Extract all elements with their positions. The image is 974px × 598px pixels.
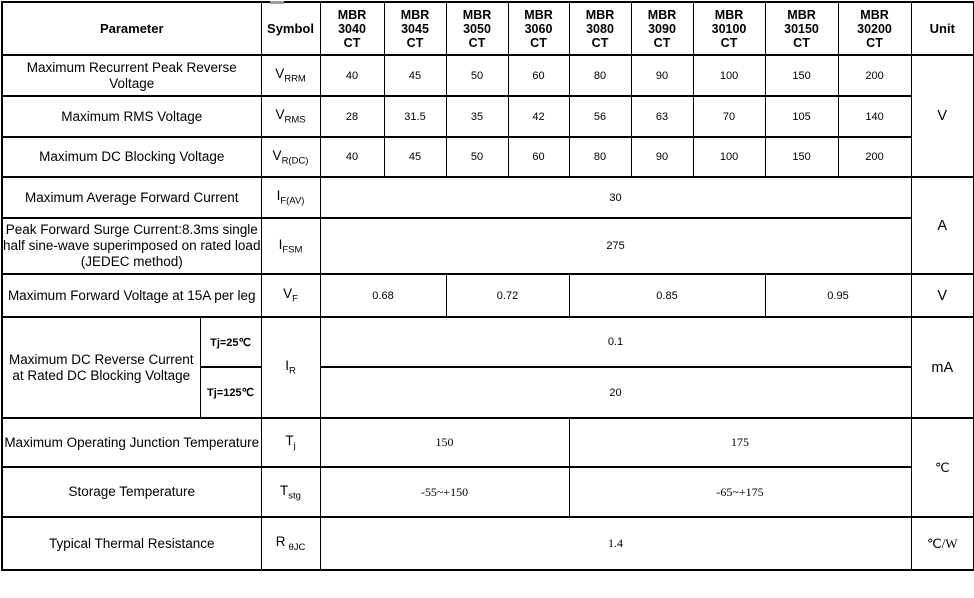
device-column-header-mbr30200ct: MBR 30200 CT [837, 1, 912, 56]
vrms-value-3060: 42 [507, 95, 570, 138]
vrms-value-3040: 28 [319, 95, 385, 138]
device-column-header-mbr3090ct: MBR 3090 CT [630, 1, 694, 56]
unit-milliampere: mA [910, 316, 974, 419]
row-vrms: Maximum RMS Voltage VRMS 28 31.5 35 42 5… [1, 95, 974, 138]
ifav-value-all: 30 [319, 176, 912, 219]
tj-value-3040-3060: 150 [319, 417, 570, 468]
unit-column-header: Unit [910, 1, 974, 56]
vrrm-value-3045: 45 [383, 54, 447, 97]
symbol-ifsm: IFSM [260, 217, 321, 275]
vf-value-30150-30200: 0.95 [764, 273, 912, 318]
vrms-value-3045: 31.5 [383, 95, 447, 138]
symbol-vrms: VRMS [260, 95, 321, 138]
symbol-column-header: Symbol [260, 1, 321, 56]
row-tstg: Storage Temperature Tstg -55~+150 -65~+1… [1, 466, 974, 518]
symbol-vrdc: VR(DC) [260, 136, 321, 178]
vrdc-value-30100: 100 [692, 136, 766, 178]
symbol-vf: VF [260, 273, 321, 318]
symbol-tj: Tj [260, 417, 321, 468]
symbol-ifav: IF(AV) [260, 176, 321, 219]
vrdc-value-3060: 60 [507, 136, 570, 178]
unit-celsius: ℃ [910, 417, 974, 518]
vrrm-value-30100: 100 [692, 54, 766, 97]
param-label-ifsm: Peak Forward Surge Current:8.3ms single … [1, 217, 262, 275]
row-ir-25c: Maximum DC Reverse Current at Rated DC B… [1, 316, 974, 419]
table-header-row: Parameter Symbol MBR 3040 CT MBR 3045 CT… [1, 1, 974, 56]
vrdc-value-3040: 40 [319, 136, 385, 178]
tstg-value-3040-3060: -55~+150 [319, 466, 570, 518]
unit-voltage: V [910, 54, 974, 178]
vrrm-value-3040: 40 [319, 54, 385, 97]
device-column-header-mbr30100ct: MBR 30100 CT [692, 1, 766, 56]
vrrm-value-30150: 150 [764, 54, 839, 97]
row-vf: Maximum Forward Voltage at 15A per leg V… [1, 273, 974, 318]
device-column-header-mbr3050ct: MBR 3050 CT [445, 1, 509, 56]
symbol-ir: IR [260, 316, 321, 419]
page-edge-artifact [270, 1, 284, 4]
param-label-vrdc: Maximum DC Blocking Voltage [1, 136, 262, 178]
param-label-ir: Maximum DC Reverse Current at Rated DC B… [1, 316, 201, 419]
vf-value-3080-30100: 0.85 [568, 273, 766, 318]
device-column-header-mbr30150ct: MBR 30150 CT [764, 1, 839, 56]
vrdc-value-3090: 90 [630, 136, 694, 178]
row-ir-125c: Tj=125℃ 20 [2, 366, 974, 419]
vrdc-value-3050: 50 [445, 136, 509, 178]
unit-voltage-vf: V [910, 273, 974, 318]
vrms-value-3090: 63 [630, 95, 694, 138]
symbol-vrrm: VRRM [260, 54, 321, 97]
ratings-table: Parameter Symbol MBR 3040 CT MBR 3045 CT… [1, 1, 974, 571]
device-column-header-mbr3060ct: MBR 3060 CT [507, 1, 570, 56]
vrms-value-3080: 56 [568, 95, 632, 138]
vrms-value-30200: 140 [837, 95, 912, 138]
ir-condition-25c: Tj=25℃ [199, 316, 262, 368]
vrrm-value-30200: 200 [837, 54, 912, 97]
vrrm-value-3090: 90 [630, 54, 694, 97]
device-column-header-mbr3045ct: MBR 3045 CT [383, 1, 447, 56]
param-label-vf: Maximum Forward Voltage at 15A per leg [1, 273, 262, 318]
unit-celsius-per-watt: ℃/W [910, 516, 974, 571]
parameter-column-header: Parameter [1, 1, 262, 56]
vrdc-value-30150: 150 [764, 136, 839, 178]
rthjc-value-all: 1.4 [319, 516, 912, 571]
ir-condition-125c: Tj=125℃ [199, 366, 262, 419]
vrdc-value-3045: 45 [383, 136, 447, 178]
ir-value-125c: 20 [319, 366, 912, 419]
param-label-tj: Maximum Operating Junction Temperature [1, 417, 262, 468]
vrms-value-30100: 70 [692, 95, 766, 138]
row-vrdc: Maximum DC Blocking Voltage VR(DC) 40 45… [1, 136, 974, 178]
vrrm-value-3050: 50 [445, 54, 509, 97]
vrms-value-30150: 105 [764, 95, 839, 138]
param-label-ifav: Maximum Average Forward Current [1, 176, 262, 219]
tj-value-3080-30200: 175 [568, 417, 912, 468]
vrms-value-3050: 35 [445, 95, 509, 138]
symbol-tstg: Tstg [260, 466, 321, 518]
unit-ampere: A [910, 176, 974, 275]
param-label-vrms: Maximum RMS Voltage [1, 95, 262, 138]
vrdc-value-3080: 80 [568, 136, 632, 178]
vf-value-3050-3060: 0.72 [445, 273, 570, 318]
param-label-rthjc: Typical Thermal Resistance [1, 516, 262, 571]
vrrm-value-3060: 60 [507, 54, 570, 97]
vrrm-value-3080: 80 [568, 54, 632, 97]
row-vrrm: Maximum Recurrent Peak Reverse Voltage V… [1, 54, 974, 178]
ifsm-value-all: 275 [319, 217, 912, 275]
param-label-tstg: Storage Temperature [1, 466, 262, 518]
vrdc-value-30200: 200 [837, 136, 912, 178]
vf-value-3040-3045: 0.68 [319, 273, 447, 318]
device-column-header-mbr3080ct: MBR 3080 CT [568, 1, 632, 56]
row-ifsm: Peak Forward Surge Current:8.3ms single … [1, 217, 974, 275]
row-tj: Maximum Operating Junction Temperature T… [1, 417, 974, 518]
device-column-header-mbr3040ct: MBR 3040 CT [319, 1, 385, 56]
param-label-vrrm: Maximum Recurrent Peak Reverse Voltage [1, 54, 262, 97]
row-ifav: Maximum Average Forward Current IF(AV) 3… [1, 176, 974, 275]
tstg-value-3080-30200: -65~+175 [568, 466, 912, 518]
ir-value-25c: 0.1 [319, 316, 912, 368]
